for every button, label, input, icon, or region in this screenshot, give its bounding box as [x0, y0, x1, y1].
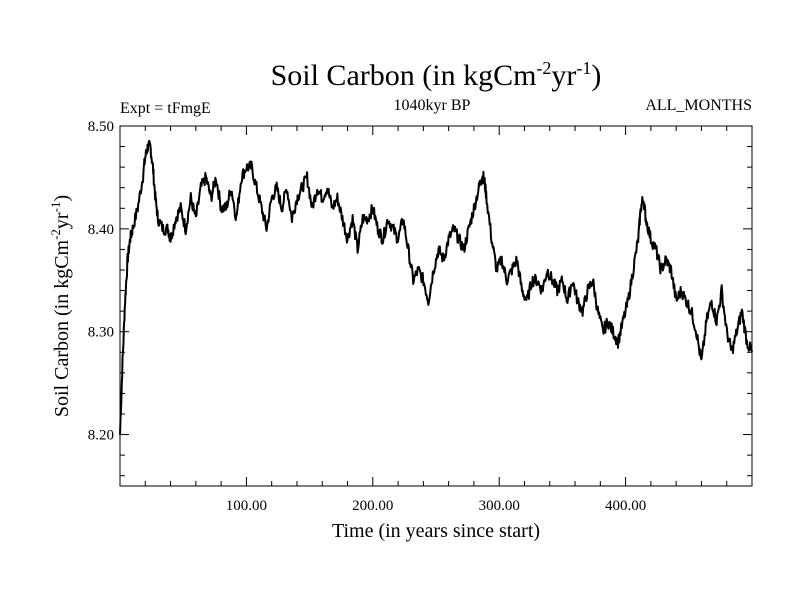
series-line-soil-carbon	[119, 139, 753, 435]
months-label: ALL_MONTHS	[645, 97, 752, 114]
y-axis-label: Soil Carbon (in kgCm-2yr-1)	[48, 195, 73, 417]
x-tick-label: 400.00	[605, 498, 646, 514]
axis-tick-labels: 100.00 200.00 300.00 400.00 8.20 8.30 8.40 8.50	[88, 119, 646, 514]
y-tick-label: 8.20	[88, 428, 114, 444]
y-tick-label: 8.30	[88, 325, 114, 341]
period-label: 1040kyr BP	[394, 97, 471, 114]
x-tick-label: 100.00	[226, 498, 267, 514]
axis-ticks	[120, 125, 752, 486]
x-tick-label: 200.00	[352, 498, 393, 514]
plot-frame	[119, 125, 753, 487]
experiment-label: Expt = tFmgE	[120, 100, 211, 117]
y-tick-label: 8.40	[88, 222, 114, 238]
y-tick-label: 8.50	[88, 119, 114, 135]
chart-title: Soil Carbon (in kgCm-2yr-1)	[271, 58, 602, 92]
x-tick-label: 300.00	[479, 498, 520, 514]
x-axis-label: Time (in years since start)	[332, 520, 540, 542]
